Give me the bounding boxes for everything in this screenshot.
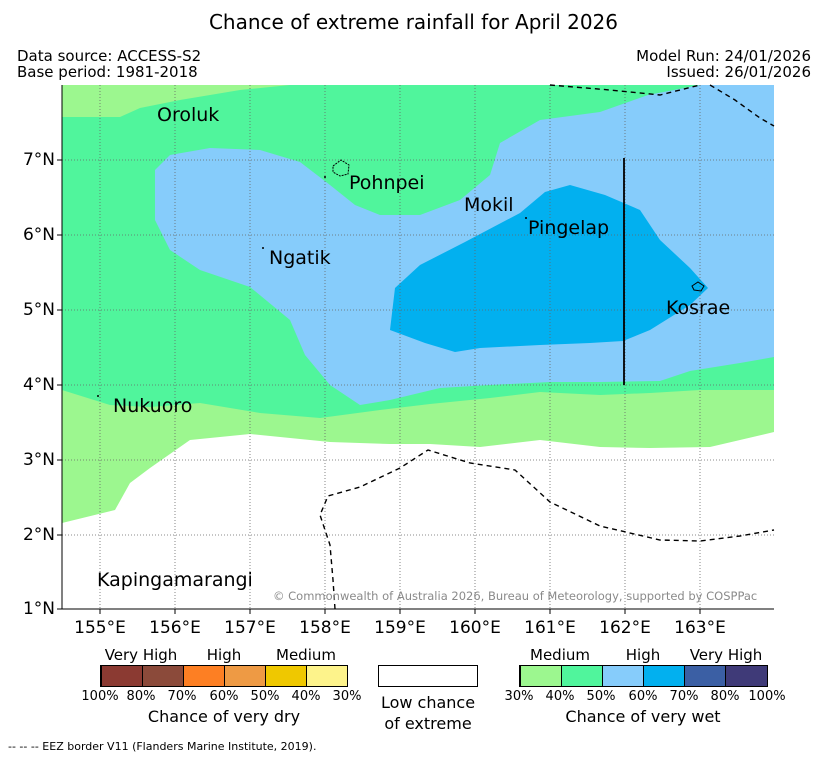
low-chance-swatch bbox=[378, 665, 478, 687]
pohnpei-reef bbox=[324, 176, 326, 178]
dry-tick: 40% bbox=[291, 689, 321, 704]
place-label-kosrae: Kosrae bbox=[666, 297, 731, 319]
axis-ticks bbox=[57, 159, 701, 614]
wet-very-high-label: Very High bbox=[689, 646, 763, 664]
dry-swatch bbox=[265, 666, 306, 686]
base-period: Base period: 1981-2018 bbox=[17, 63, 198, 81]
dry-colorbar bbox=[100, 665, 348, 687]
place-label-pingelap: Pingelap bbox=[528, 217, 610, 239]
nukuoro-atoll bbox=[97, 395, 99, 397]
wet-medium-label: Medium bbox=[530, 646, 590, 664]
dry-swatch bbox=[224, 666, 265, 686]
dry-medium-label: Medium bbox=[276, 646, 336, 664]
eez-footnote: -- -- -- EEZ border V11 (Flanders Marine… bbox=[8, 740, 317, 753]
graticule bbox=[62, 85, 774, 609]
wet-tick: 50% bbox=[586, 689, 616, 704]
dry-tick: 80% bbox=[126, 689, 156, 704]
lon-label: 160°E bbox=[449, 618, 501, 638]
dry-tick: 30% bbox=[332, 689, 362, 704]
model-run: Model Run: 24/01/2026 bbox=[636, 47, 811, 65]
lat-label: 5°N bbox=[22, 300, 55, 320]
lat-label: 1°N bbox=[22, 599, 55, 619]
wet-swatch bbox=[602, 666, 643, 686]
wet-high-label: High bbox=[625, 646, 661, 664]
ngatik-atoll bbox=[262, 247, 264, 249]
lat-label: 3°N bbox=[22, 450, 55, 470]
low-chance-line1: Low chance bbox=[380, 693, 476, 712]
place-label-nukuoro: Nukuoro bbox=[113, 395, 193, 417]
low-chance-line2: of extreme bbox=[384, 714, 472, 733]
wet-swatch bbox=[684, 666, 725, 686]
dry-tick: 100% bbox=[81, 689, 119, 704]
pohnpei-island bbox=[332, 159, 350, 177]
eez-border bbox=[319, 84, 775, 610]
dry-very-high-label: Very High bbox=[104, 646, 178, 664]
dry-high-label: High bbox=[206, 646, 242, 664]
lon-label: 163°E bbox=[674, 618, 726, 638]
lon-label: 155°E bbox=[74, 618, 126, 638]
lon-label: 162°E bbox=[599, 618, 651, 638]
region-high-wet-islet bbox=[732, 157, 772, 182]
wet-tick: 100% bbox=[748, 689, 786, 704]
wet-tick: 30% bbox=[504, 689, 534, 704]
wet-tick: 40% bbox=[545, 689, 575, 704]
kosrae-island bbox=[691, 281, 705, 292]
wet-caption: Chance of very wet bbox=[565, 707, 721, 726]
wet-colorbar bbox=[519, 665, 768, 687]
dry-swatch bbox=[306, 666, 347, 686]
wet-tick: 70% bbox=[669, 689, 699, 704]
low-chance-caption: Low chance of extreme bbox=[381, 692, 475, 734]
lat-label: 6°N bbox=[22, 225, 55, 245]
data-source: Data source: ACCESS-S2 bbox=[17, 47, 202, 65]
place-label-oroluk: Oroluk bbox=[157, 104, 220, 126]
dry-tick: 70% bbox=[167, 689, 197, 704]
dry-caption: Chance of very dry bbox=[147, 707, 301, 726]
wet-swatch bbox=[725, 666, 767, 686]
lat-label: 2°N bbox=[22, 525, 55, 545]
wet-swatch bbox=[520, 666, 561, 686]
dry-swatch bbox=[183, 666, 224, 686]
lon-label: 157°E bbox=[224, 618, 276, 638]
copyright-notice: © Commonwealth of Australia 2026, Bureau… bbox=[273, 589, 758, 603]
place-label-pohnpei: Pohnpei bbox=[349, 172, 425, 194]
place-label-ngatik: Ngatik bbox=[269, 247, 331, 269]
dry-swatch bbox=[101, 666, 142, 686]
lat-label: 7°N bbox=[22, 150, 55, 170]
mokil-atoll bbox=[525, 217, 527, 219]
wet-swatch bbox=[643, 666, 684, 686]
place-label-mokil: Mokil bbox=[464, 194, 514, 216]
wet-tick: 80% bbox=[710, 689, 740, 704]
map-title: Chance of extreme rainfall for April 202… bbox=[208, 10, 619, 34]
wet-tick: 60% bbox=[628, 689, 658, 704]
place-label-kapingamarangi: Kapingamarangi bbox=[97, 569, 253, 591]
dry-tick: 50% bbox=[250, 689, 280, 704]
region-higher-wet bbox=[390, 185, 708, 352]
dry-tick: 60% bbox=[209, 689, 239, 704]
lon-label: 161°E bbox=[524, 618, 576, 638]
lat-label: 4°N bbox=[22, 375, 55, 395]
wet-swatch bbox=[561, 666, 602, 686]
dry-swatch bbox=[142, 666, 183, 686]
lon-label: 159°E bbox=[374, 618, 426, 638]
lon-label: 156°E bbox=[149, 618, 201, 638]
lon-label: 158°E bbox=[299, 618, 351, 638]
issued-date: Issued: 26/01/2026 bbox=[666, 63, 811, 81]
